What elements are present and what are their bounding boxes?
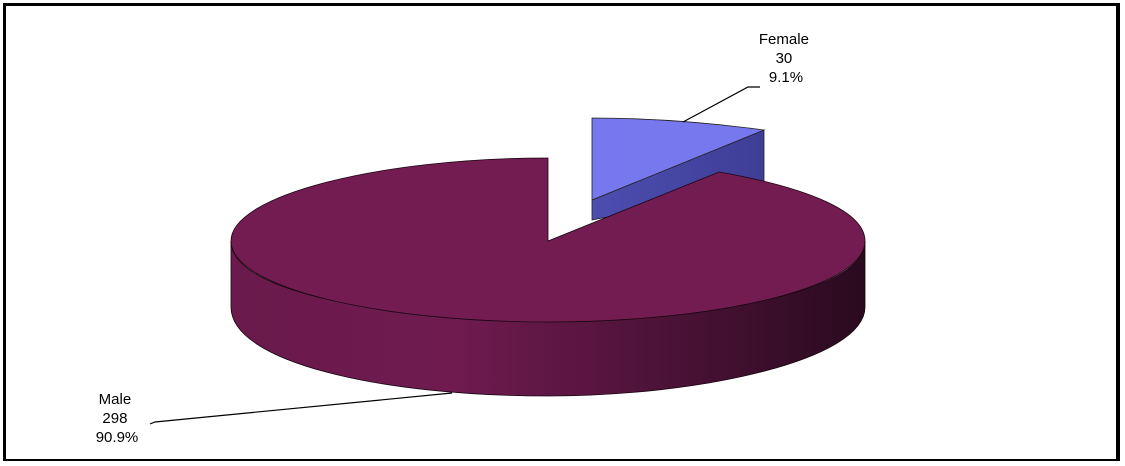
pie-label-male-value: 298 — [102, 410, 127, 427]
pie-slice-male-top — [230, 157, 866, 323]
leader-line-female — [682, 86, 760, 123]
pie-label-female-name: Female — [759, 31, 809, 48]
pie-label-male-name: Male — [99, 391, 132, 408]
pie-label-female-value: 30 — [776, 50, 793, 67]
pie-slice-female-top — [591, 117, 766, 201]
pie-label-male-percent: 90.9% — [96, 429, 139, 446]
leader-line-male — [149, 392, 453, 425]
pie-label-female: Female 30 9.1% — [759, 31, 813, 86]
pie-slice-female — [591, 117, 766, 221]
pie-label-female-percent: 9.1% — [769, 69, 803, 86]
pie-slice-male — [230, 157, 866, 397]
pie-label-male: Male 298 90.9% — [96, 391, 139, 446]
